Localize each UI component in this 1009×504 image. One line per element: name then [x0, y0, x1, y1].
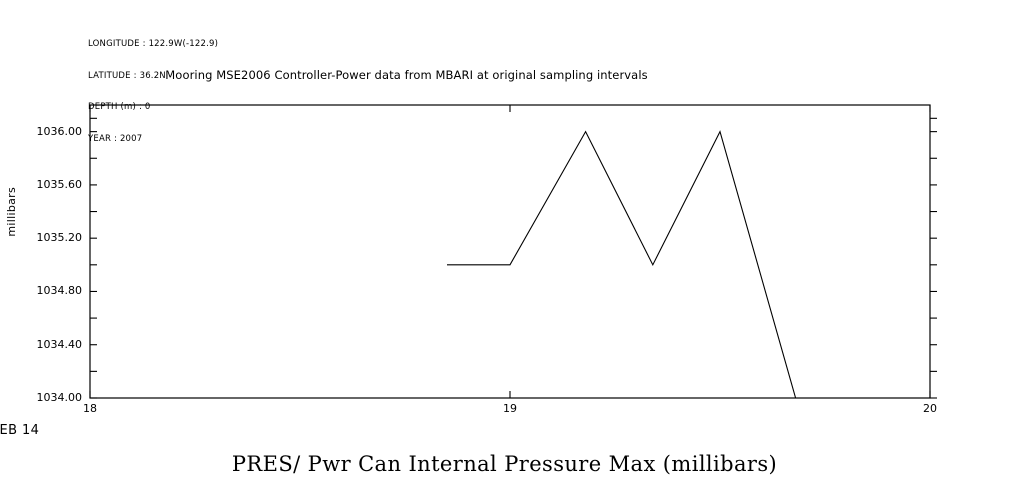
metadata-longitude: LONGITUDE : 122.9W(-122.9)	[88, 39, 219, 49]
y-tick-label: 1034.80	[36, 284, 83, 298]
y-tick-label: 1035.60	[36, 177, 83, 191]
metadata-year: YEAR : 2007	[88, 133, 143, 144]
metadata-depth: DEPTH (m) : 0	[88, 102, 151, 112]
y-tick-label: 1034.40	[36, 337, 83, 351]
figure-caption: PRES/ Pwr Can Internal Pressure Max (mil…	[231, 452, 778, 476]
data-line-series	[447, 130, 797, 399]
axes-frame	[89, 104, 931, 399]
y-tick-label: 1035.20	[36, 231, 83, 245]
axis-ticks	[89, 105, 937, 399]
x-tick-label: 19	[503, 402, 517, 415]
metadata-block: LONGITUDE : 122.9W(-122.9) LATITUDE : 36…	[88, 18, 218, 165]
plot-frame	[89, 104, 931, 399]
x-tick-label: 20	[923, 402, 937, 415]
chart-title: Mooring MSE2006 Controller-Power data fr…	[165, 68, 648, 82]
data-series-layer	[447, 130, 797, 399]
x-tick-label: 18	[83, 402, 97, 415]
y-tick-label: 1036.00	[36, 124, 83, 138]
metadata-latitude: LATITUDE : 36.2N	[88, 70, 166, 81]
x-axis-label: FEB 14	[0, 423, 40, 438]
y-tick-label: 1034.00	[36, 391, 83, 404]
